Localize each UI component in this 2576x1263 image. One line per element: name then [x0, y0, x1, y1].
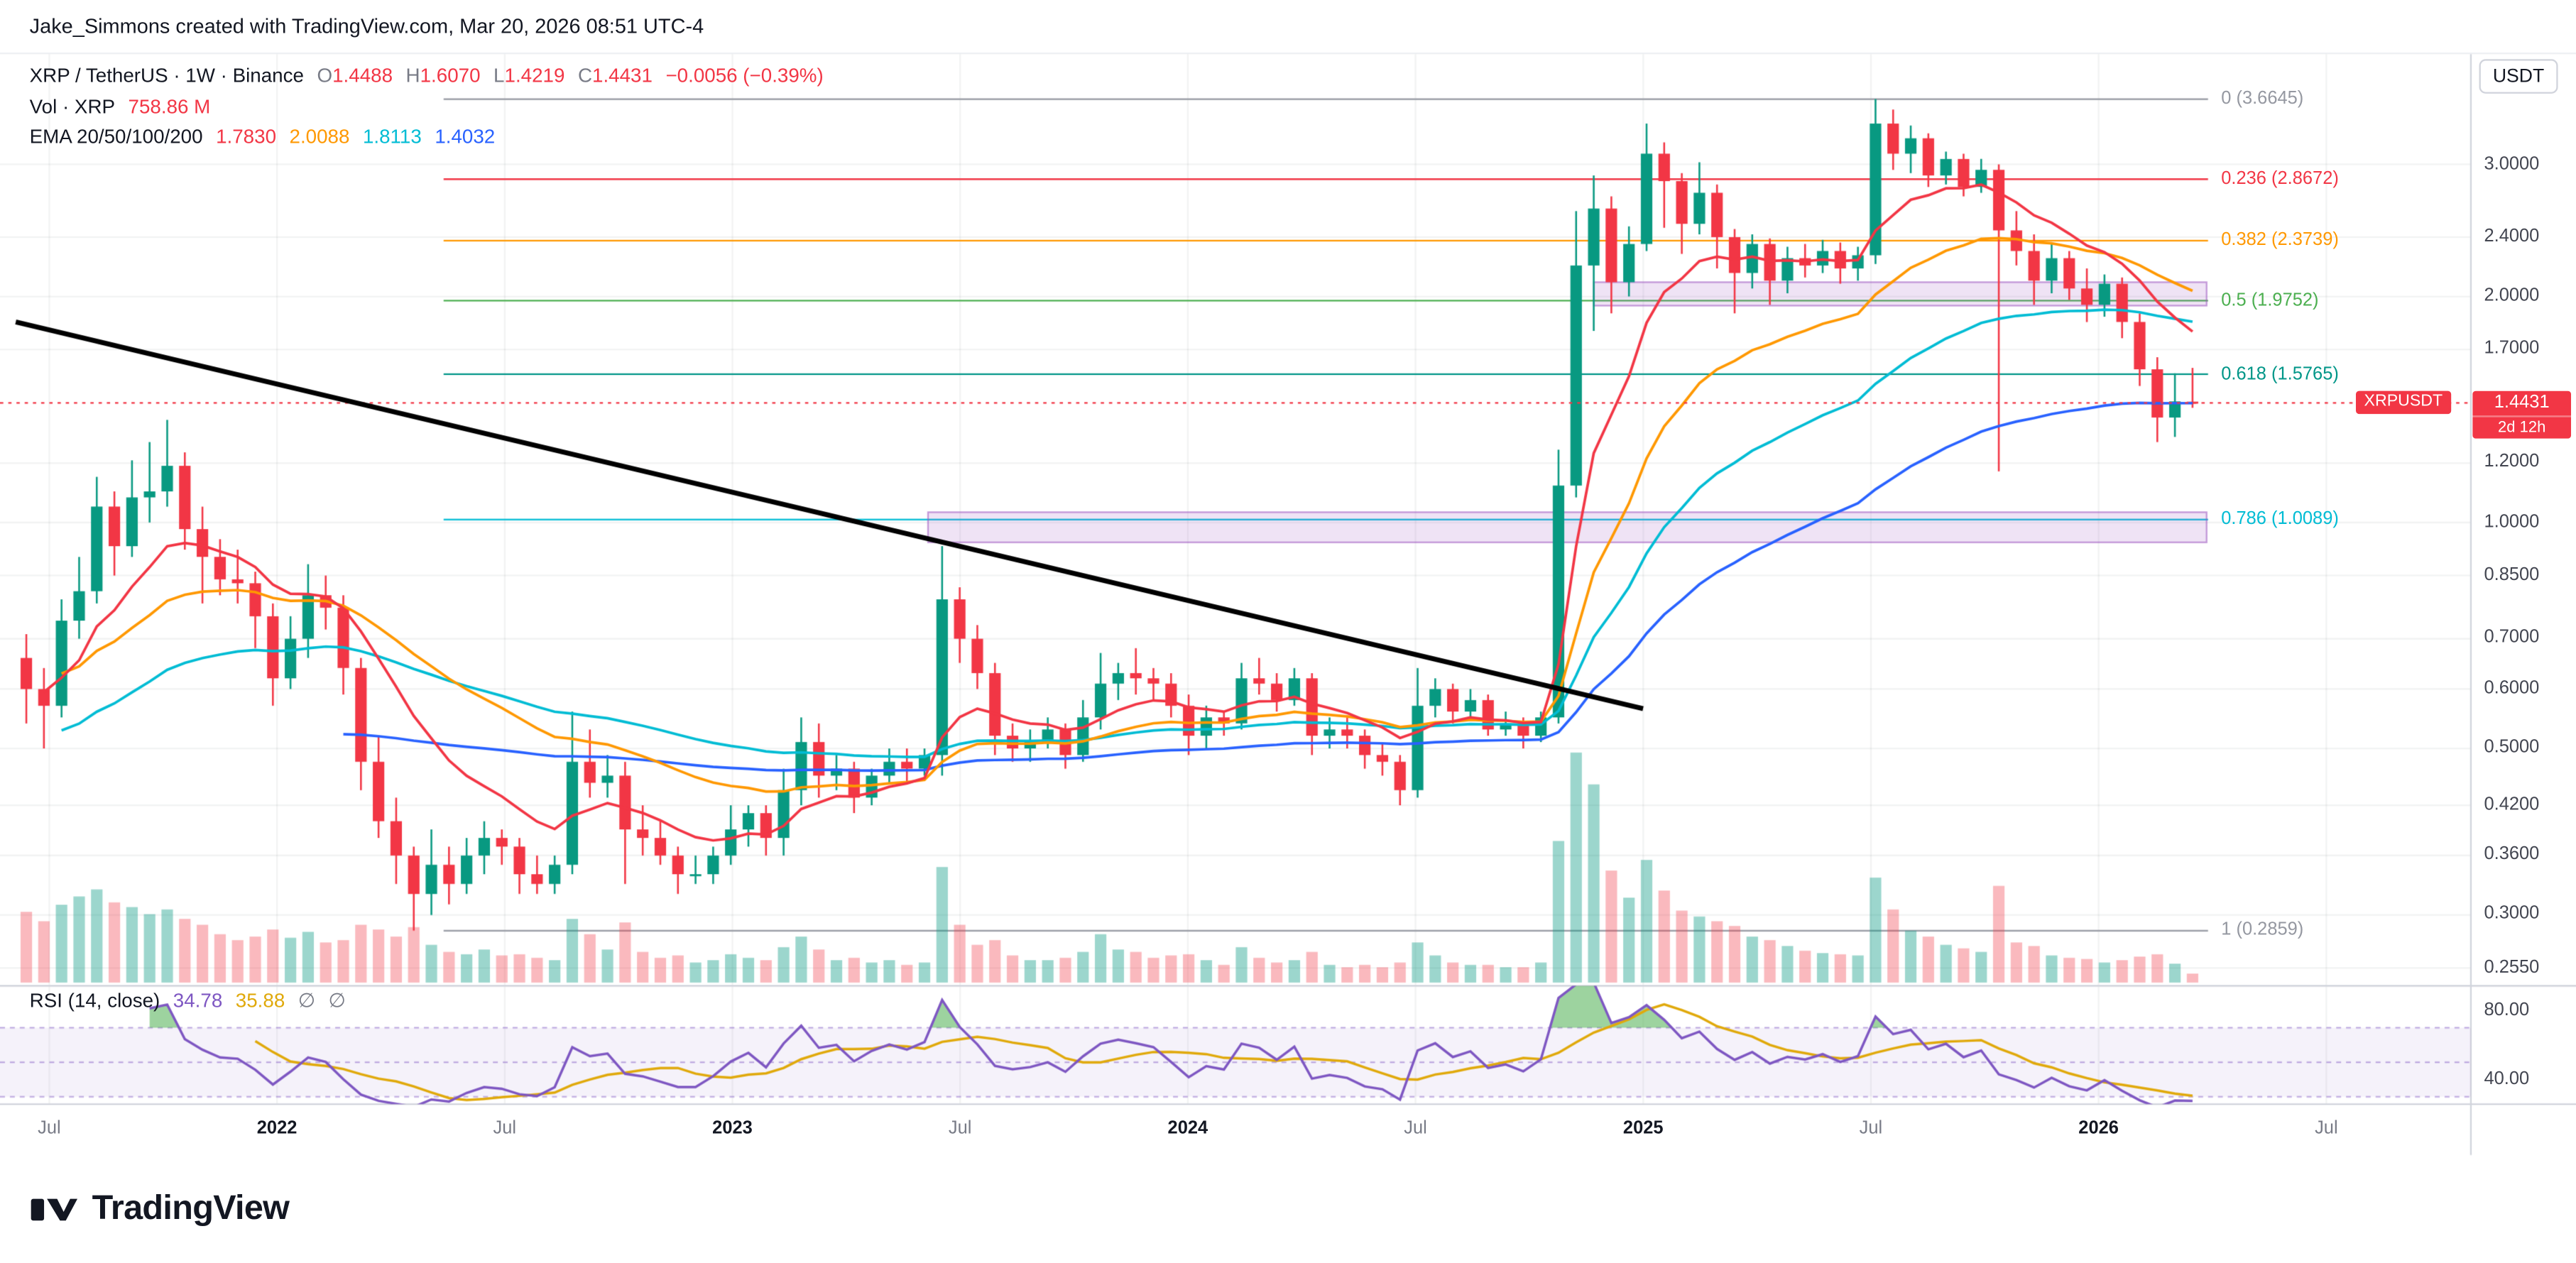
fib-level-label: 0.236 (2.8672) — [2221, 169, 2339, 190]
volume-value: 758.86 M — [128, 94, 211, 118]
rsi-tick: 40.00 — [2484, 1068, 2530, 1088]
ohlc-high: H1.6070 — [405, 64, 481, 87]
tradingview-logo-text: TradingView — [92, 1189, 290, 1228]
time-axis-label: 2023 — [712, 1118, 753, 1139]
time-axis-label: 2026 — [2078, 1118, 2119, 1139]
time-axis-label: Jul — [493, 1118, 517, 1139]
ema-label[interactable]: EMA 20/50/100/200 — [29, 124, 203, 148]
rsi-label[interactable]: RSI (14, close) — [29, 988, 160, 1012]
main-legend-row: XRP / TetherUS · 1W · Binance O1.4488 H1.6… — [30, 61, 837, 92]
ema-value-100: 1.8113 — [362, 124, 422, 148]
rsi-value: 34.78 — [173, 988, 223, 1012]
bar-countdown: 2d 12h — [2472, 415, 2572, 439]
price-tick: 0.4200 — [2484, 794, 2540, 814]
rsi-legend: RSI (14, close) 34.78 35.88 ∅ ∅ — [30, 988, 359, 1015]
ohlc-low: L1.4219 — [493, 64, 565, 87]
rsi-tick: 80.00 — [2484, 999, 2530, 1019]
price-tick: 0.6000 — [2484, 678, 2540, 699]
price-change: −0.0056 (−0.39%) — [665, 64, 824, 87]
symbol-title[interactable]: XRP / TetherUS · 1W · Binance — [29, 64, 304, 87]
rsi-empty-value-icon: ∅ — [298, 988, 315, 1012]
volume-label[interactable]: Vol · XRP — [29, 94, 116, 118]
time-axis-label: 2022 — [256, 1118, 298, 1139]
time-axis-label: 2024 — [1167, 1118, 1208, 1139]
tradingview-logo-icon — [31, 1198, 78, 1221]
tradingview-logo[interactable]: TradingView — [30, 1186, 290, 1232]
time-axis-label: Jul — [1859, 1118, 1883, 1139]
ema-value-200: 1.4032 — [435, 124, 496, 148]
ohlc-close: C1.4431 — [577, 64, 653, 87]
price-tick: 0.7000 — [2484, 628, 2540, 648]
fib-level-label: 0.618 (1.5765) — [2221, 363, 2339, 384]
price-tick: 0.8500 — [2484, 564, 2540, 585]
last-price-badge: 1.4431 2d 12h — [2472, 390, 2572, 439]
rsi-ma-value: 35.88 — [235, 988, 285, 1012]
time-axis-label: Jul — [2315, 1118, 2338, 1139]
currency-unit-badge[interactable]: USDT — [2479, 59, 2558, 94]
time-axis-label: Jul — [948, 1118, 972, 1139]
price-tick: 0.5000 — [2484, 737, 2540, 758]
time-axis-label: Jul — [1404, 1118, 1427, 1139]
price-tick: 1.2000 — [2484, 452, 2540, 472]
last-price-value: 1.4431 — [2472, 390, 2572, 415]
price-tick: 0.3600 — [2484, 844, 2540, 865]
time-axis-label: Jul — [38, 1118, 61, 1139]
symbol-legend: XRP / TetherUS · 1W · Binance O1.4488 H1.6… — [30, 61, 837, 152]
price-tick: 1.7000 — [2484, 339, 2540, 359]
ohlc-open: O1.4488 — [317, 64, 393, 87]
price-tick: 0.3000 — [2484, 904, 2540, 924]
fib-level-label: 0.5 (1.9752) — [2221, 290, 2319, 311]
volume-legend-row: Vol · XRP 758.86 M — [30, 91, 837, 121]
rsi-empty-value-icon: ∅ — [328, 988, 346, 1012]
ema-value-20: 1.7830 — [216, 124, 277, 148]
price-tick: 2.0000 — [2484, 285, 2540, 306]
price-tick: 0.2550 — [2484, 957, 2540, 977]
fib-level-label: 0 (3.6645) — [2221, 89, 2304, 109]
fib-level-label: 0.382 (2.3739) — [2221, 231, 2339, 251]
ema-value-50: 2.0088 — [289, 124, 350, 148]
fib-level-label: 1 (0.2859) — [2221, 920, 2304, 941]
fib-level-label: 0.786 (1.0089) — [2221, 509, 2339, 530]
price-tick: 1.0000 — [2484, 511, 2540, 532]
ema-legend-row: EMA 20/50/100/200 1.7830 2.0088 1.8113 1.403… — [30, 121, 837, 152]
price-tick: 2.4000 — [2484, 226, 2540, 246]
time-axis-label: 2025 — [1622, 1118, 1664, 1139]
chart-canvas[interactable] — [0, 0, 2576, 1170]
price-tick: 3.0000 — [2484, 153, 2540, 174]
price-line-symbol-tag: XRPUSDT — [2355, 391, 2451, 415]
